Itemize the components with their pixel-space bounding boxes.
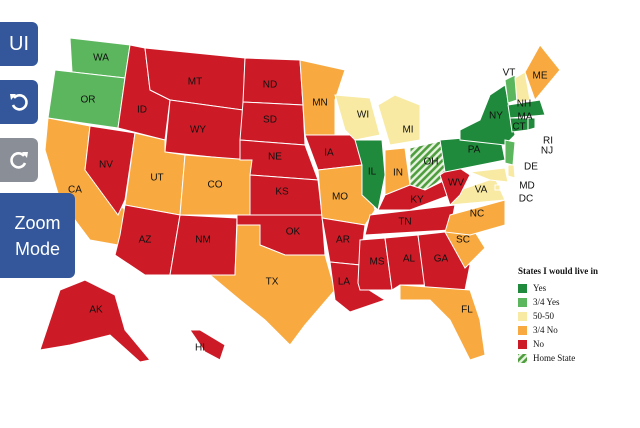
redo-icon bbox=[10, 152, 28, 169]
state bbox=[357, 237, 393, 291]
legend: States I would live in Yes 3/4 Yes 50-50 3/… bbox=[518, 266, 598, 363]
state-label: AR bbox=[336, 235, 350, 246]
state bbox=[39, 279, 151, 363]
zoom-mode-button[interactable]: Zoom Mode bbox=[0, 193, 75, 278]
state-label: DE bbox=[524, 162, 538, 173]
state-label: FL bbox=[461, 305, 473, 316]
state-label: WA bbox=[93, 53, 109, 64]
state bbox=[399, 284, 486, 361]
state-label: NV bbox=[99, 160, 113, 171]
state bbox=[84, 125, 136, 216]
state-label: AZ bbox=[139, 235, 152, 246]
state bbox=[507, 99, 546, 119]
state bbox=[377, 179, 451, 211]
state-label: GA bbox=[434, 254, 449, 265]
legend-swatch bbox=[518, 284, 527, 293]
legend-label: No bbox=[533, 339, 544, 349]
state-label: VT bbox=[503, 68, 516, 79]
state-label: TX bbox=[266, 277, 279, 288]
state-label: CA bbox=[68, 185, 82, 196]
state-label: ME bbox=[533, 71, 548, 82]
state-label: IL bbox=[368, 167, 377, 178]
state-label: MT bbox=[188, 77, 202, 88]
state bbox=[527, 117, 536, 131]
state-label: SD bbox=[263, 115, 277, 126]
state-label: LA bbox=[338, 277, 351, 288]
legend-swatch bbox=[518, 354, 527, 363]
state-label: MS bbox=[370, 257, 385, 268]
state-label: PA bbox=[468, 145, 481, 156]
legend-swatch bbox=[518, 340, 527, 349]
state-label: CT bbox=[512, 122, 525, 133]
state-label: NM bbox=[195, 235, 211, 246]
state bbox=[189, 329, 226, 361]
state-label: MO bbox=[332, 192, 348, 203]
state-label: WV bbox=[448, 178, 464, 189]
state bbox=[409, 139, 451, 191]
state-label: NY bbox=[489, 111, 503, 122]
legend-swatch bbox=[518, 326, 527, 335]
legend-label: 50-50 bbox=[533, 311, 554, 321]
state-label: ID bbox=[137, 105, 147, 116]
undo-button[interactable] bbox=[0, 80, 38, 124]
redo-button[interactable] bbox=[0, 138, 38, 182]
legend-label: Yes bbox=[533, 283, 547, 293]
state bbox=[507, 164, 516, 179]
legend-label: Home State bbox=[533, 353, 575, 363]
state-label: SC bbox=[456, 235, 470, 246]
legend-swatch bbox=[518, 298, 527, 307]
state-label: AL bbox=[403, 254, 416, 265]
state-label: MD bbox=[519, 181, 535, 192]
state bbox=[299, 59, 346, 136]
state-label: AK bbox=[89, 305, 103, 316]
state bbox=[444, 199, 506, 236]
state bbox=[334, 94, 381, 141]
state bbox=[377, 94, 421, 146]
state-label: OK bbox=[286, 227, 301, 238]
legend-label: 3/4 No bbox=[533, 325, 558, 335]
state-label: OR bbox=[81, 95, 96, 106]
state bbox=[208, 224, 336, 346]
state-label: WY bbox=[190, 125, 206, 136]
states: WA OR CA NV ID MT WY UT CO AZ NM ND SD NE KS OK TX MN IA MO… bbox=[39, 37, 561, 363]
state-label: IN bbox=[393, 168, 403, 179]
state-label: NC bbox=[470, 209, 484, 220]
state bbox=[417, 231, 471, 291]
state-label: WI bbox=[357, 110, 369, 121]
state bbox=[524, 44, 561, 101]
state-label: OH bbox=[424, 157, 439, 168]
state-label: MA bbox=[518, 112, 533, 123]
state bbox=[514, 71, 531, 104]
state-label: NE bbox=[268, 152, 282, 163]
state-label: TN bbox=[398, 217, 411, 228]
undo-icon bbox=[10, 94, 28, 111]
legend-swatch bbox=[518, 312, 527, 321]
state-label: RI bbox=[543, 136, 553, 147]
state-label: ND bbox=[263, 80, 277, 91]
state-label: KY bbox=[410, 195, 424, 206]
state-label: IA bbox=[324, 148, 334, 159]
state bbox=[384, 234, 426, 291]
state bbox=[504, 139, 516, 166]
state-label: VA bbox=[475, 185, 488, 196]
state bbox=[494, 184, 501, 191]
state-label: CO bbox=[208, 180, 223, 191]
state-label: KS bbox=[275, 187, 289, 198]
state-label: NH bbox=[517, 99, 531, 110]
state-label: DC bbox=[519, 194, 533, 205]
state-label: NJ bbox=[541, 146, 553, 157]
state bbox=[469, 167, 509, 183]
state-label: MI bbox=[402, 125, 413, 136]
legend-label: 3/4 Yes bbox=[533, 297, 560, 307]
state-label: MN bbox=[312, 98, 328, 109]
state-label: UT bbox=[150, 173, 163, 184]
state-label: HI bbox=[195, 343, 205, 354]
legend-title: States I would live in bbox=[518, 266, 598, 276]
ui-button[interactable]: UI bbox=[0, 22, 38, 66]
